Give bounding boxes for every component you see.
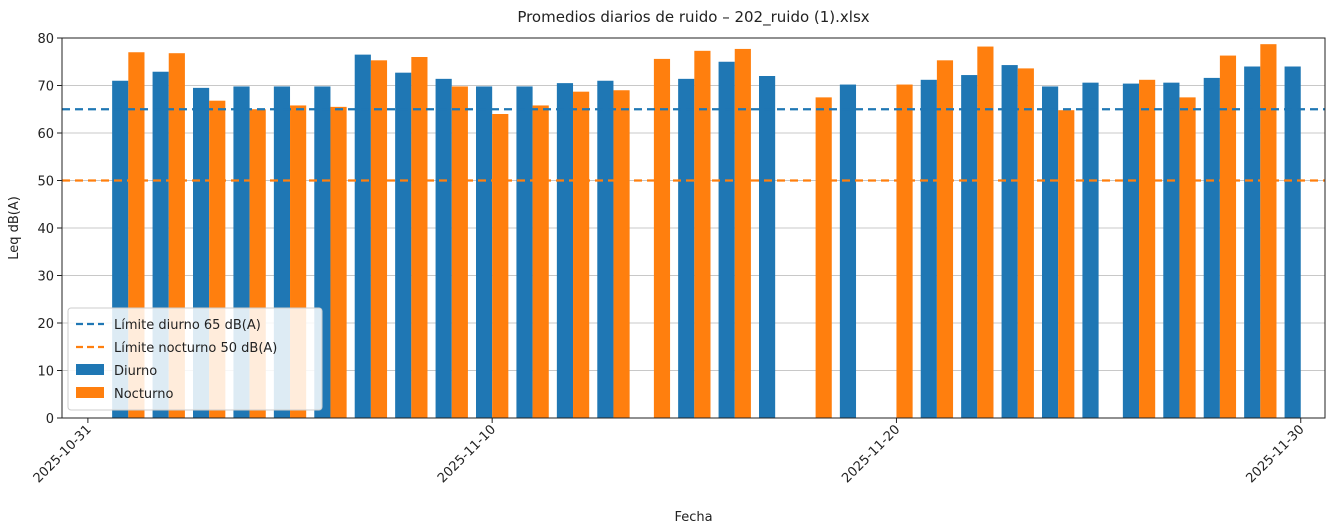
bar	[653, 58, 671, 419]
y-axis-label: Leq dB(A)	[7, 196, 22, 260]
bar	[1219, 55, 1237, 418]
bar	[718, 61, 735, 418]
x-tick-label: 2025-11-30	[1244, 422, 1308, 486]
bar	[613, 90, 630, 418]
y-tick-label: 0	[46, 412, 54, 427]
bar	[1042, 86, 1059, 418]
y-tick-label: 20	[37, 317, 54, 332]
y-tick-label: 80	[37, 32, 54, 47]
chart-title: Promedios diarios de ruido – 202_ruido (…	[517, 8, 869, 27]
x-tick-label: 2025-10-31	[31, 422, 95, 486]
legend-box	[67, 307, 323, 411]
bar	[1017, 68, 1034, 419]
y-tick-label: 30	[37, 270, 54, 285]
bar	[977, 46, 994, 419]
bar	[516, 86, 533, 418]
bar	[734, 48, 751, 419]
bar	[475, 86, 493, 418]
bar	[492, 114, 509, 418]
x-tick-label: 2025-11-20	[839, 422, 903, 486]
bar	[411, 57, 428, 418]
bar	[936, 60, 954, 418]
bar	[532, 105, 549, 418]
bar	[694, 50, 711, 418]
bar	[920, 79, 937, 419]
bar	[354, 54, 371, 418]
bar	[1082, 82, 1099, 419]
bar	[1203, 77, 1220, 419]
bar	[961, 75, 978, 419]
y-tick-label: 10	[37, 365, 54, 380]
legend-swatch	[76, 387, 104, 398]
bar	[1260, 44, 1277, 419]
bar	[1244, 66, 1261, 418]
x-axis-label: Fecha	[674, 510, 712, 525]
bar	[395, 72, 412, 419]
bar	[758, 76, 776, 418]
legend-label: Límite nocturno 50 dB(A)	[114, 341, 277, 356]
plot-frame	[61, 37, 1326, 419]
bar	[896, 84, 913, 419]
bar	[1139, 79, 1156, 419]
bar	[1163, 82, 1180, 419]
y-tick-label: 60	[37, 127, 54, 142]
bar	[815, 97, 832, 418]
bar	[370, 60, 388, 418]
bar	[556, 83, 574, 418]
bar	[573, 91, 590, 419]
bar	[1284, 66, 1301, 418]
legend-swatch	[76, 364, 104, 375]
bar	[1001, 65, 1018, 418]
bar	[839, 84, 857, 419]
bar	[330, 106, 347, 418]
bar	[597, 80, 614, 418]
bar	[435, 78, 452, 418]
bar	[451, 86, 468, 418]
bar	[1122, 83, 1140, 418]
bar	[1179, 97, 1196, 418]
legend: Límite diurno 65 dB(A) Límite nocturno 50…	[67, 307, 323, 411]
x-tick-label: 2025-11-10	[435, 422, 499, 486]
y-tick-label: 40	[37, 222, 54, 237]
legend-label: Nocturno	[114, 387, 174, 402]
legend-label: Límite diurno 65 dB(A)	[114, 318, 261, 333]
bar	[678, 78, 695, 418]
bar	[1058, 110, 1075, 418]
legend-label: Diurno	[114, 364, 157, 379]
y-tick-label: 50	[37, 175, 54, 190]
y-tick-label: 70	[37, 80, 54, 95]
